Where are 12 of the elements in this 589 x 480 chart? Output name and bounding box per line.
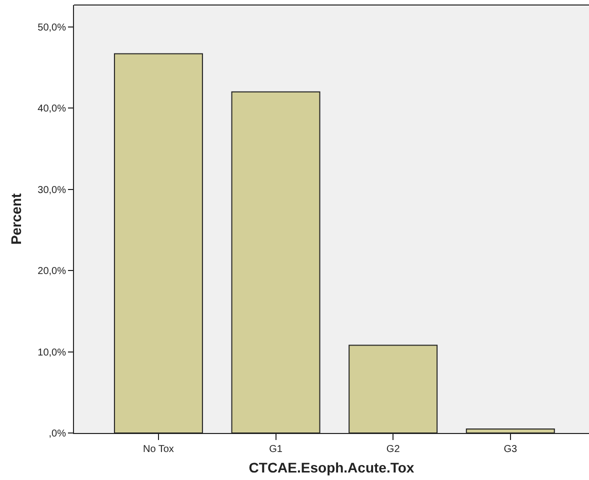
x-tick-label: G1: [269, 444, 283, 455]
x-tick-label: G3: [504, 444, 518, 455]
y-axis-title: Percent: [8, 192, 24, 245]
x-axis-title: CTCAE.Esoph.Acute.Tox: [248, 459, 414, 476]
y-tick-label: ,0%: [48, 428, 66, 440]
y-tick-label: 20,0%: [38, 266, 66, 278]
y-tick-label: 10,0%: [38, 347, 66, 358]
y-tick-label: 40,0%: [38, 104, 66, 115]
x-tick-label: No Tox: [142, 444, 174, 455]
x-tick-label: G2: [386, 444, 400, 455]
y-tick-label: 30,0%: [38, 184, 66, 196]
y-tick-label: 50,0%: [38, 22, 66, 34]
